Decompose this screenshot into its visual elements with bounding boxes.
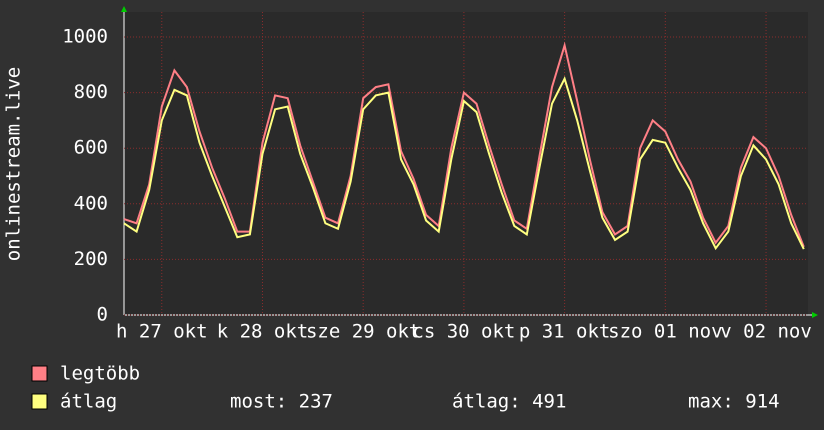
y-tick-label: 0 bbox=[97, 304, 108, 326]
y-tick-label: 600 bbox=[74, 137, 108, 159]
x-tick-label: k 28 okt bbox=[217, 321, 309, 343]
x-tick-label: cs 30 okt bbox=[412, 321, 515, 343]
stat-label: most: 237 bbox=[230, 391, 333, 413]
axis-arrow bbox=[812, 312, 818, 318]
y-tick-label: 400 bbox=[74, 192, 108, 214]
series-line bbox=[123, 76, 805, 251]
legend-label: átlag bbox=[60, 391, 117, 413]
x-tick-label: p 31 okt bbox=[519, 321, 611, 343]
x-tick-label: szo 01 nov bbox=[608, 321, 722, 343]
y-axis-label: onlinestream.live bbox=[3, 67, 25, 261]
y-tick-label: 800 bbox=[74, 81, 108, 103]
stat-label: átlag: 491 bbox=[452, 391, 566, 413]
legend-swatch bbox=[31, 393, 48, 410]
x-tick-label: h 27 okt bbox=[116, 321, 208, 343]
legend-label: legtöbb bbox=[60, 363, 140, 385]
y-tick-label: 1000 bbox=[62, 26, 108, 48]
axis-arrow bbox=[121, 6, 127, 12]
x-tick-label: sze 29 okt bbox=[306, 321, 420, 343]
series-line bbox=[123, 41, 805, 248]
x-tick-label: v 02 nov bbox=[720, 321, 812, 343]
plot-area bbox=[124, 12, 808, 315]
legend-swatch bbox=[31, 365, 48, 382]
y-tick-label: 200 bbox=[74, 248, 108, 270]
stat-label: max: 914 bbox=[688, 391, 780, 413]
